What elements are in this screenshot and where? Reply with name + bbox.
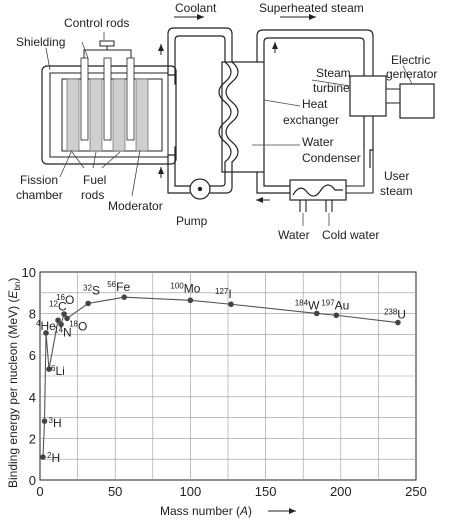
nuclide-label: 197Au	[321, 298, 349, 312]
leader-lines	[45, 32, 413, 197]
x-tick-label: 50	[108, 484, 122, 499]
nuclide-label: 4He	[36, 319, 56, 333]
fuel-rods	[66, 78, 149, 152]
label-exchanger: exchanger	[283, 113, 339, 127]
nuclide-label: 12C	[49, 299, 67, 313]
label-superheated-steam: Superheated steam	[259, 1, 364, 15]
data-point-127i	[228, 301, 234, 308]
electric-generator	[399, 83, 435, 119]
x-tick-label: 150	[255, 484, 277, 499]
label-user: User	[384, 169, 409, 183]
nuclide-label: 127I	[215, 287, 232, 301]
pump	[189, 178, 211, 200]
x-tick-label: 200	[330, 484, 352, 499]
data-point-2h	[40, 454, 46, 460]
y-tick-label: 8	[29, 307, 36, 322]
data-point-184w	[313, 310, 320, 317]
label-moderator: Moderator	[108, 199, 163, 213]
nuclide-label: 56Fe	[107, 280, 130, 294]
data-point-100mo	[187, 297, 194, 304]
label-fuel: Fuel	[83, 173, 106, 187]
nuclide-label: 32S	[83, 283, 100, 297]
data-point-6li	[46, 366, 52, 372]
data-point-14n	[58, 321, 64, 328]
label-turbine: turbine	[313, 81, 350, 95]
grid	[40, 272, 416, 480]
label-user-steam: steam	[380, 184, 413, 198]
steam-turbine	[349, 75, 401, 117]
data-point-32s	[85, 300, 91, 307]
reactor-diagram: Control rods Shielding Coolant Superheat…	[16, 1, 437, 242]
label-control-rods: Control rods	[64, 16, 129, 30]
data-point-3h	[41, 418, 48, 424]
steam-loop	[256, 29, 374, 194]
nuclide-labels: 2H 3H 4He 6Li 12C 14N 16O 18O 32S 56Fe 100Mo 127I 18…	[36, 280, 406, 465]
data-points	[40, 294, 401, 460]
y-tick-label: 4	[29, 390, 36, 405]
data-point-197au	[333, 312, 340, 319]
nuclide-label: 16O	[56, 293, 74, 307]
label-chamber: chamber	[16, 188, 63, 202]
x-tick-label: 250	[405, 484, 427, 499]
nuclide-label: 2H	[47, 451, 60, 465]
y-tick-label: 0	[29, 473, 36, 488]
nuclide-label: 238U	[384, 308, 406, 322]
nuclide-label: 18O	[69, 319, 87, 333]
x-tick-label: 0	[36, 484, 43, 499]
data-point-56fe	[121, 294, 128, 300]
x-tick-label: 100	[180, 484, 202, 499]
data-point-18o	[64, 315, 70, 322]
label-water: Water	[302, 135, 334, 149]
nuclide-label: 184W	[295, 298, 320, 312]
x-axis-label: Mass number (A)	[160, 504, 252, 518]
data-point-12c	[55, 317, 61, 324]
coolant-loop	[167, 27, 233, 194]
nuclide-label: 3H	[49, 416, 62, 430]
y-tick-label: 6	[29, 348, 36, 363]
label-fission: Fission	[20, 173, 58, 187]
label-generator: generator	[386, 67, 437, 81]
label-steam: Steam	[316, 66, 351, 80]
data-point-16o	[61, 311, 67, 317]
label-heat: Heat	[302, 97, 328, 111]
control-rods	[80, 40, 135, 141]
data-point-238u	[395, 319, 401, 326]
label-cold-water: Cold water	[322, 228, 379, 242]
tick-labels: 0 50 100 150 200 250 0 2 4 6 8 10	[22, 265, 427, 499]
data-point-4he	[43, 330, 49, 336]
label-water-out: Water	[278, 228, 310, 242]
label-condenser: Condenser	[302, 151, 361, 165]
condenser	[289, 150, 374, 212]
y-tick-label: 10	[22, 265, 36, 280]
y-tick-label: 2	[29, 431, 36, 446]
heat-exchanger	[218, 61, 265, 173]
label-rods: rods	[81, 188, 104, 202]
nuclide-label: 100Mo	[170, 281, 200, 295]
label-coolant: Coolant	[175, 1, 217, 15]
nuclide-label: 6Li	[51, 364, 65, 378]
label-pump: Pump	[176, 214, 208, 228]
label-electric: Electric	[391, 53, 430, 67]
nuclide-label: 14N	[54, 325, 72, 339]
label-shielding: Shielding	[16, 35, 65, 49]
y-axis-label: Binding energy per nucleon (MeV) (Ebn)	[6, 278, 22, 488]
